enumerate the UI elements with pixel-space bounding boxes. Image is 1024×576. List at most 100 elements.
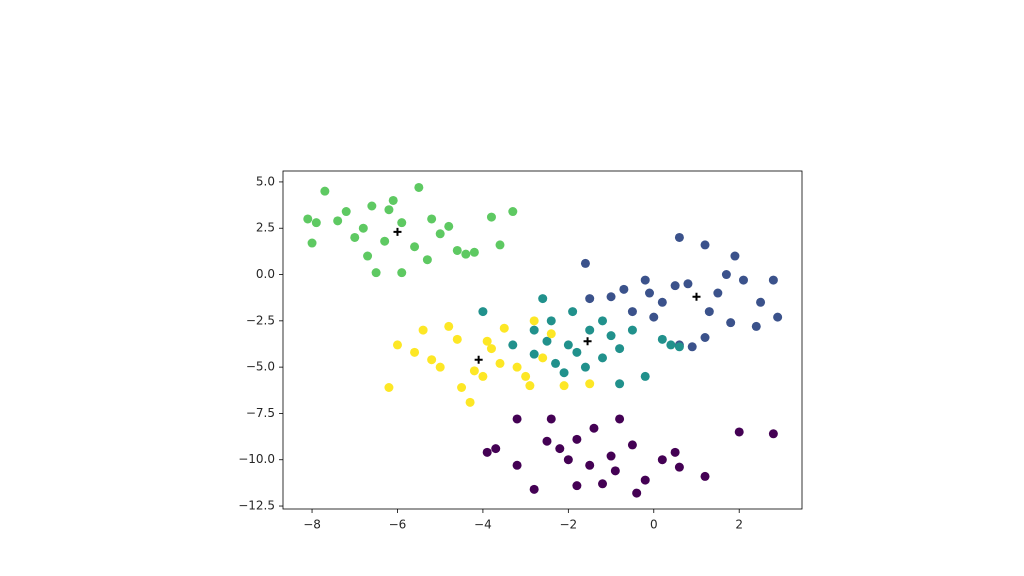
point: [341, 207, 351, 217]
point: [615, 414, 625, 424]
point: [700, 471, 710, 481]
point: [726, 318, 736, 328]
point: [307, 238, 317, 248]
point: [734, 427, 744, 437]
point: [649, 312, 659, 322]
point: [559, 381, 569, 391]
point: [529, 349, 539, 359]
point: [585, 460, 595, 470]
point: [478, 307, 488, 317]
point: [491, 444, 501, 454]
point: [427, 355, 437, 365]
point: [546, 329, 556, 339]
point: [525, 381, 535, 391]
point: [410, 242, 420, 252]
point: [495, 240, 505, 250]
point: [551, 358, 561, 368]
point: [499, 323, 509, 333]
point: [563, 340, 573, 350]
point: [700, 332, 710, 342]
point: [640, 371, 650, 381]
point: [469, 247, 479, 257]
point: [508, 207, 518, 217]
point: [486, 212, 496, 222]
point: [320, 186, 330, 196]
x-tick-label: 0: [650, 518, 658, 532]
point: [384, 383, 394, 393]
point: [546, 316, 556, 326]
point: [529, 484, 539, 494]
point: [512, 460, 522, 470]
point: [585, 294, 595, 304]
point: [619, 284, 629, 294]
point: [358, 223, 368, 233]
point: [303, 214, 313, 224]
point: [738, 275, 748, 285]
point: [508, 340, 518, 350]
axes-frame: [282, 170, 803, 510]
point: [538, 353, 548, 363]
point: [768, 429, 778, 439]
point: [410, 347, 420, 357]
point: [615, 344, 625, 354]
point: [482, 447, 492, 457]
point: [632, 488, 642, 498]
point: [529, 325, 539, 335]
point: [465, 397, 475, 407]
x-tick-label: −6: [389, 518, 407, 532]
point: [657, 297, 667, 307]
point: [512, 414, 522, 424]
point: [700, 240, 710, 250]
point: [572, 481, 582, 491]
point: [572, 347, 582, 357]
centroid: [583, 337, 592, 346]
point: [542, 436, 552, 446]
point: [683, 279, 693, 289]
point: [482, 336, 492, 346]
point: [457, 383, 467, 393]
point: [469, 366, 479, 376]
point: [674, 232, 684, 242]
point: [598, 479, 608, 489]
y-tick-label: −7.5: [246, 406, 275, 420]
point: [768, 275, 778, 285]
x-tick-label: −8: [303, 518, 321, 532]
point: [589, 423, 599, 433]
point: [657, 334, 667, 344]
centroid: [393, 227, 402, 236]
point: [773, 312, 783, 322]
point: [452, 334, 462, 344]
point: [363, 251, 373, 261]
point: [721, 270, 731, 280]
point: [627, 440, 637, 450]
point: [478, 371, 488, 381]
point: [350, 232, 360, 242]
point: [392, 340, 402, 350]
y-tick-label: −10.0: [238, 452, 275, 466]
point: [444, 221, 454, 231]
point: [713, 288, 723, 298]
point: [563, 455, 573, 465]
point: [559, 368, 569, 378]
point: [674, 462, 684, 472]
point: [606, 331, 616, 341]
point: [521, 371, 531, 381]
x-tick-label: −4: [474, 518, 492, 532]
point: [380, 236, 390, 246]
point: [704, 307, 714, 317]
point: [384, 205, 394, 215]
point: [422, 255, 432, 265]
centroid: [474, 355, 483, 364]
point: [585, 379, 595, 389]
y-tick-label: −5.0: [246, 360, 275, 374]
point: [555, 444, 565, 454]
point: [598, 353, 608, 363]
point: [585, 325, 595, 335]
point: [435, 229, 445, 239]
point: [397, 218, 407, 228]
y-tick-label: 0.0: [256, 267, 275, 281]
point: [580, 362, 590, 372]
point: [640, 475, 650, 485]
point: [580, 258, 590, 268]
